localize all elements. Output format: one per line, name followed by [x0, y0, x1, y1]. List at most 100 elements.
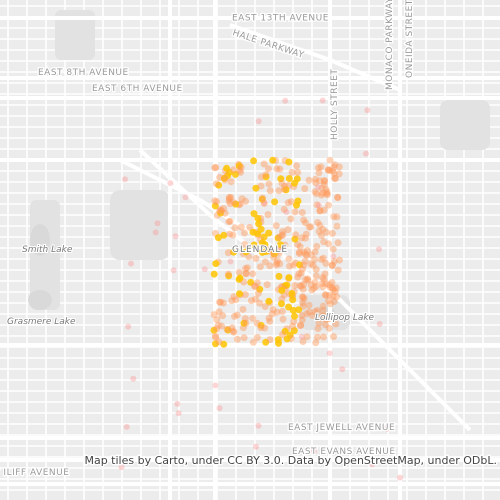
heat-dot [328, 262, 336, 270]
heat-dot [319, 189, 327, 197]
heat-dot [285, 255, 293, 263]
heat-dot [214, 234, 222, 242]
heat-dot [383, 425, 390, 432]
heat-dot [321, 270, 329, 278]
heat-dot [285, 274, 293, 282]
heat-dot [313, 333, 321, 341]
heat-dot [312, 265, 320, 273]
heat-dot [241, 315, 249, 323]
heat-dot [253, 334, 261, 342]
heat-dot [294, 273, 302, 281]
heat-dot [316, 207, 324, 215]
heat-dot [309, 261, 317, 269]
heat-dot [285, 303, 293, 311]
heat-dot [317, 232, 325, 239]
heat-dot [318, 280, 326, 288]
heat-dot [230, 248, 237, 256]
heat-dot [308, 286, 316, 294]
heat-dot [333, 293, 341, 301]
place-label: Lollipop Lake [315, 313, 375, 323]
heat-dot [332, 320, 340, 328]
heat-dot [330, 169, 338, 177]
heat-dot [123, 423, 130, 430]
heat-dot [273, 259, 281, 267]
heat-dot [307, 281, 315, 289]
heat-dot [322, 186, 330, 193]
heat-dot [237, 168, 245, 176]
heat-dot [320, 206, 328, 214]
heat-dot [266, 262, 274, 270]
heat-dot [334, 239, 342, 247]
heat-dot [242, 248, 250, 256]
place-label: Grasmere Lake [7, 317, 76, 327]
heat-dot [212, 382, 219, 389]
heat-dot [298, 312, 306, 319]
heat-dot [230, 328, 238, 336]
heat-dot [255, 220, 263, 228]
heat-dot [242, 270, 250, 278]
heat-dot [314, 164, 322, 172]
heat-dot [239, 305, 247, 313]
heat-dot [291, 208, 299, 216]
heat-dot [316, 221, 324, 229]
heat-dot [253, 443, 259, 450]
heat-dot [297, 269, 305, 277]
heat-dot [224, 270, 232, 278]
heat-dot [250, 157, 258, 165]
heat-dot [254, 289, 262, 297]
heat-dot [257, 173, 265, 181]
heat-dot [226, 230, 234, 238]
heat-dot [330, 163, 338, 171]
heat-dot [304, 276, 312, 284]
heat-dot [312, 179, 320, 187]
heat-dot [249, 314, 257, 322]
heat-dot [321, 312, 329, 320]
heat-dot [262, 171, 270, 179]
heat-dot [281, 327, 289, 335]
heat-dot [300, 261, 308, 269]
heat-dot [302, 276, 309, 284]
heat-dot [328, 229, 336, 237]
heat-dot [290, 327, 298, 335]
heat-dot [322, 259, 330, 267]
heat-dot [217, 206, 224, 214]
heat-dot [311, 175, 319, 183]
heat-dot [321, 315, 329, 323]
heat-dot [303, 251, 311, 259]
heat-dot [325, 314, 333, 322]
heat-dot [318, 184, 326, 192]
heat-dot [297, 282, 305, 290]
heat-dot [325, 166, 332, 174]
heat-dot [364, 107, 371, 114]
heat-dot [297, 321, 305, 329]
heat-dot [236, 166, 244, 174]
heat-dot [212, 164, 220, 171]
heat-dot [296, 248, 303, 256]
heat-dot [291, 282, 299, 289]
heat-dot [369, 461, 376, 468]
heat-dot [261, 258, 269, 266]
heat-dot [125, 323, 132, 330]
heat-dot [288, 168, 296, 176]
heat-dot [308, 312, 316, 319]
heat-dot [303, 247, 311, 254]
heat-dot [305, 223, 313, 231]
heat-dot [254, 214, 262, 222]
heat-dot [273, 308, 281, 316]
heat-dot [305, 176, 313, 184]
heat-dot [334, 194, 342, 201]
heat-dot [330, 298, 338, 305]
heat-dot [216, 298, 224, 306]
heat-dot [278, 287, 286, 294]
heat-dot [231, 224, 239, 232]
heat-dot [291, 235, 299, 243]
heat-dot [260, 160, 268, 168]
place-labels: Smith Lake Grasmere Lake GLENDALE Lollip… [6, 244, 376, 328]
heat-dot [310, 284, 318, 292]
heat-dot [294, 168, 302, 176]
heat-dot [227, 193, 235, 201]
heat-dot [326, 283, 334, 291]
heat-dot [322, 228, 330, 236]
heat-dot [319, 254, 327, 262]
